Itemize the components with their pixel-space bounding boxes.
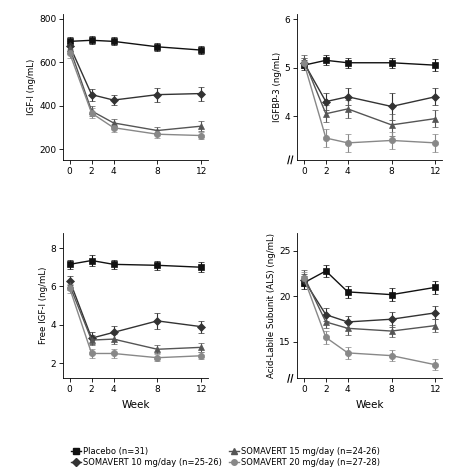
Y-axis label: Free IGF-I (ng/mL): Free IGF-I (ng/mL) [39,267,48,344]
X-axis label: Week: Week [355,400,384,410]
Legend: Placebo (n=31), SOMAVERT 10 mg/day (n=25-26), SOMAVERT 15 mg/day (n=24-26), SOMA: Placebo (n=31), SOMAVERT 10 mg/day (n=25… [69,445,382,469]
Y-axis label: IGF-I (ng/mL): IGF-I (ng/mL) [27,59,36,115]
Y-axis label: IGFBP-3 (ng/mL): IGFBP-3 (ng/mL) [273,52,282,122]
X-axis label: Week: Week [121,400,150,410]
Y-axis label: Acid-Labile Subunit (ALS) (ng/mL): Acid-Labile Subunit (ALS) (ng/mL) [267,233,276,378]
